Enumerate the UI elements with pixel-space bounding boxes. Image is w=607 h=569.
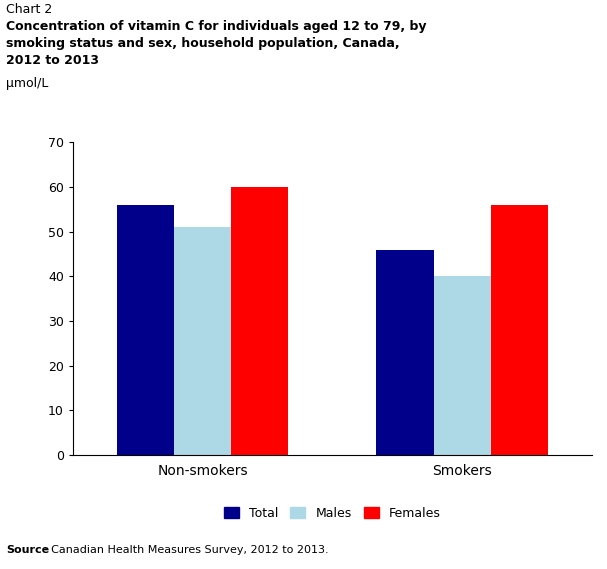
- Bar: [376, 250, 433, 455]
- Text: μmol/L: μmol/L: [6, 77, 49, 90]
- Bar: [490, 205, 548, 455]
- Text: 2012 to 2013: 2012 to 2013: [6, 54, 99, 67]
- Text: : Canadian Health Measures Survey, 2012 to 2013.: : Canadian Health Measures Survey, 2012 …: [44, 545, 328, 555]
- Text: Concentration of vitamin C for individuals aged 12 to 79, by: Concentration of vitamin C for individua…: [6, 20, 427, 33]
- Bar: [433, 277, 490, 455]
- Text: Source: Source: [6, 545, 49, 555]
- Legend: Total, Males, Females: Total, Males, Females: [219, 502, 446, 525]
- Bar: [117, 205, 174, 455]
- Bar: [231, 187, 288, 455]
- Text: Chart 2: Chart 2: [6, 3, 52, 16]
- Text: smoking status and sex, household population, Canada,: smoking status and sex, household popula…: [6, 37, 399, 50]
- Bar: [174, 227, 231, 455]
